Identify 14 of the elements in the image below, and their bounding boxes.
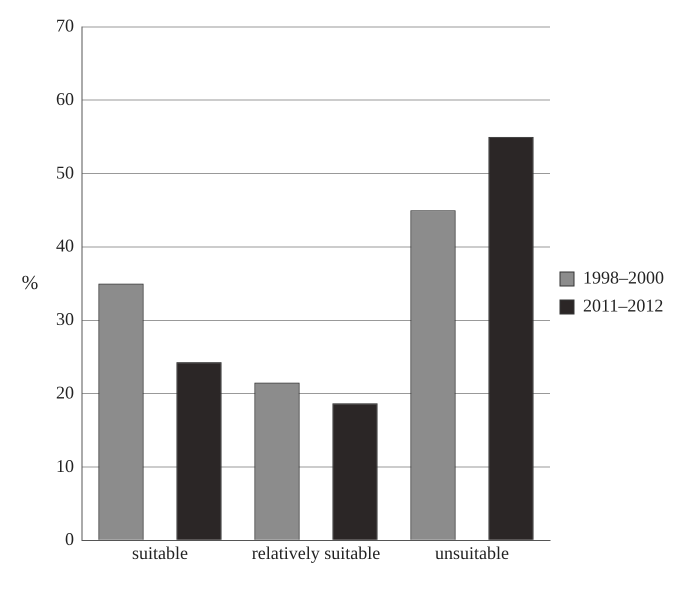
y-tick-label: 10 [56,456,74,476]
y-tick-label: 40 [56,236,74,256]
y-tick-label: 70 [56,16,74,36]
y-axis-title: % [22,272,38,294]
x-tick-label: suitable [132,542,188,563]
y-tick-label: 20 [56,382,74,402]
y-tick-label: 0 [65,529,74,550]
x-tick-label: unsuitable [435,542,509,563]
y-tick-label: 50 [56,162,74,182]
legend-label: 1998–2000 [583,268,664,288]
legend-label: 2011–2012 [583,296,664,316]
y-tick-label: 60 [56,88,74,109]
x-tick-label: relatively suitable [252,542,380,563]
y-tick-label: 30 [56,309,74,330]
